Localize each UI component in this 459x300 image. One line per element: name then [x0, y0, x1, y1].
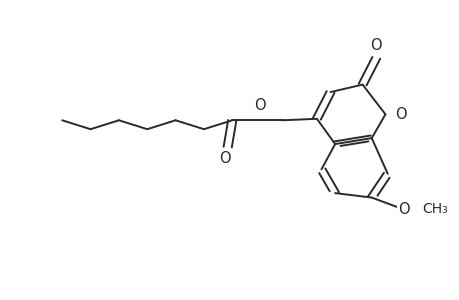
Text: O: O	[253, 98, 265, 113]
Text: O: O	[219, 152, 231, 166]
Text: O: O	[395, 107, 406, 122]
Text: O: O	[369, 38, 381, 53]
Text: CH₃: CH₃	[421, 202, 447, 216]
Text: O: O	[397, 202, 409, 217]
